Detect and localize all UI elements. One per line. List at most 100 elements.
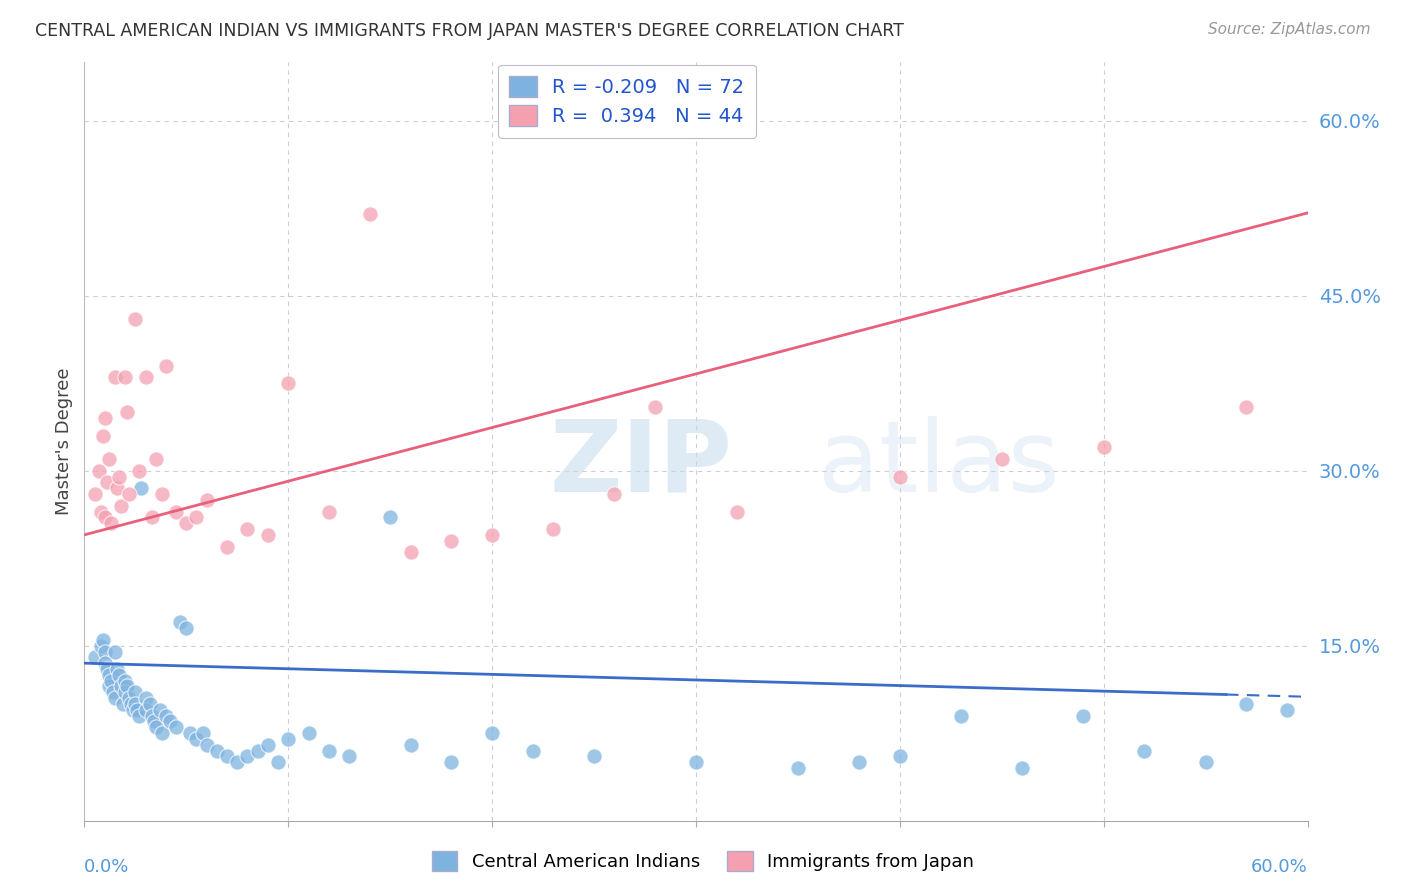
Legend: R = -0.209   N = 72, R =  0.394   N = 44: R = -0.209 N = 72, R = 0.394 N = 44 bbox=[498, 64, 756, 138]
Point bbox=[267, 756, 290, 770]
Text: CENTRAL AMERICAN INDIAN VS IMMIGRANTS FROM JAPAN MASTER'S DEGREE CORRELATION CHA: CENTRAL AMERICAN INDIAN VS IMMIGRANTS FR… bbox=[35, 22, 904, 40]
Legend: Central American Indians, Immigrants from Japan: Central American Indians, Immigrants fro… bbox=[425, 844, 981, 879]
Point bbox=[339, 749, 361, 764]
Point bbox=[522, 744, 544, 758]
Point bbox=[83, 650, 105, 665]
Point bbox=[644, 400, 666, 414]
Point bbox=[481, 528, 503, 542]
Point bbox=[217, 749, 239, 764]
Point bbox=[97, 452, 120, 467]
Point bbox=[155, 708, 177, 723]
Point bbox=[191, 726, 214, 740]
Point bbox=[399, 738, 422, 752]
Point bbox=[1195, 756, 1218, 770]
Point bbox=[246, 744, 269, 758]
Point bbox=[100, 673, 122, 688]
Point bbox=[1133, 744, 1156, 758]
Point bbox=[131, 481, 153, 495]
Point bbox=[105, 662, 128, 676]
Point bbox=[104, 370, 127, 384]
Point bbox=[135, 691, 157, 706]
Point bbox=[93, 510, 115, 524]
Point bbox=[165, 720, 187, 734]
Point bbox=[440, 756, 463, 770]
Point bbox=[138, 697, 160, 711]
Point bbox=[277, 731, 299, 746]
Point bbox=[135, 703, 157, 717]
Point bbox=[104, 644, 127, 658]
Point bbox=[114, 673, 136, 688]
Point bbox=[236, 522, 259, 536]
Point bbox=[195, 738, 218, 752]
Point bbox=[725, 504, 748, 518]
Point bbox=[889, 469, 911, 483]
Point bbox=[217, 540, 239, 554]
Point bbox=[685, 756, 707, 770]
Point bbox=[174, 621, 197, 635]
Point bbox=[87, 464, 110, 478]
Point bbox=[118, 487, 141, 501]
Point bbox=[108, 469, 131, 483]
Point bbox=[1236, 400, 1258, 414]
Point bbox=[115, 405, 138, 419]
Point bbox=[1073, 708, 1095, 723]
Point bbox=[359, 207, 381, 221]
Point bbox=[186, 731, 208, 746]
Point bbox=[97, 668, 120, 682]
Point bbox=[118, 691, 141, 706]
Point bbox=[543, 522, 565, 536]
Point bbox=[100, 516, 122, 531]
Point bbox=[169, 615, 191, 630]
Point bbox=[120, 697, 142, 711]
Point bbox=[105, 481, 128, 495]
Point bbox=[93, 411, 115, 425]
Point bbox=[399, 545, 422, 559]
Point bbox=[380, 510, 402, 524]
Point bbox=[122, 703, 145, 717]
Point bbox=[1236, 697, 1258, 711]
Point bbox=[481, 726, 503, 740]
Point bbox=[1011, 761, 1033, 775]
Point bbox=[277, 376, 299, 391]
Point bbox=[205, 744, 228, 758]
Text: 60.0%: 60.0% bbox=[1251, 858, 1308, 876]
Point bbox=[186, 510, 208, 524]
Point bbox=[991, 452, 1014, 467]
Point bbox=[101, 685, 124, 699]
Point bbox=[96, 662, 118, 676]
Point bbox=[150, 487, 173, 501]
Point bbox=[96, 475, 118, 490]
Point bbox=[135, 370, 157, 384]
Point bbox=[115, 680, 138, 694]
Point bbox=[848, 756, 870, 770]
Point bbox=[1092, 441, 1115, 455]
Point bbox=[91, 428, 114, 442]
Text: atlas: atlas bbox=[818, 416, 1060, 513]
Point bbox=[124, 697, 146, 711]
Y-axis label: Master's Degree: Master's Degree bbox=[55, 368, 73, 516]
Text: Source: ZipAtlas.com: Source: ZipAtlas.com bbox=[1208, 22, 1371, 37]
Point bbox=[145, 720, 167, 734]
Point bbox=[142, 714, 165, 729]
Point bbox=[90, 639, 112, 653]
Point bbox=[114, 370, 136, 384]
Point bbox=[91, 632, 114, 647]
Point bbox=[155, 359, 177, 373]
Point bbox=[127, 703, 149, 717]
Point bbox=[787, 761, 810, 775]
Point bbox=[141, 510, 163, 524]
Text: 0.0%: 0.0% bbox=[84, 858, 129, 876]
Text: ZIP: ZIP bbox=[550, 416, 733, 513]
Point bbox=[110, 499, 132, 513]
Point bbox=[145, 452, 167, 467]
Point bbox=[583, 749, 606, 764]
Point bbox=[110, 680, 132, 694]
Point bbox=[1277, 703, 1299, 717]
Point bbox=[93, 656, 115, 670]
Point bbox=[257, 738, 280, 752]
Point bbox=[298, 726, 321, 740]
Point bbox=[141, 708, 163, 723]
Point bbox=[174, 516, 197, 531]
Point bbox=[236, 749, 259, 764]
Point bbox=[440, 533, 463, 548]
